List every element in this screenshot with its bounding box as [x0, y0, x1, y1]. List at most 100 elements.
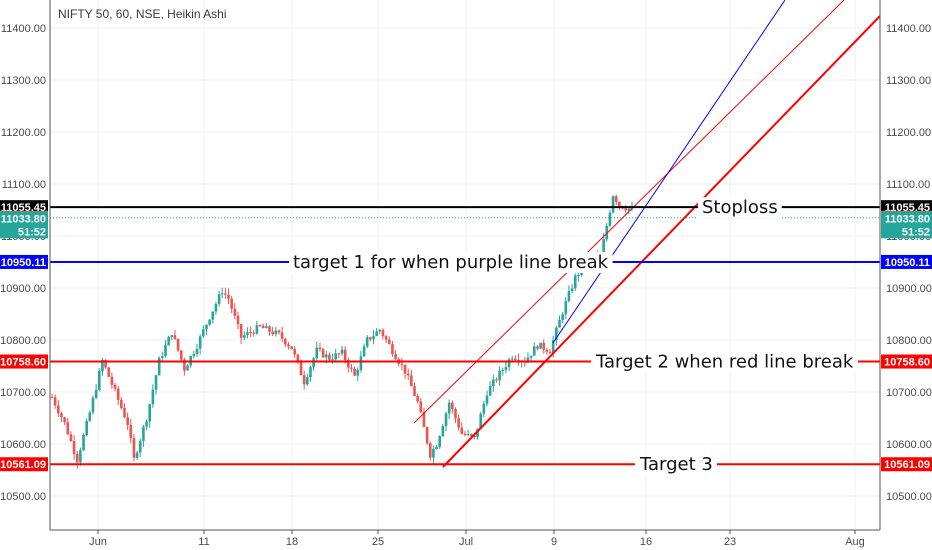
price-badge: [881, 200, 932, 215]
candle-body: [451, 402, 454, 409]
candle-body: [614, 196, 618, 203]
price-badge-label: 10950.11: [885, 257, 930, 269]
candle-body: [611, 196, 615, 213]
candle-body: [334, 353, 337, 360]
price-badge: [0, 254, 48, 269]
candle-body: [394, 354, 397, 360]
candle-body: [479, 413, 482, 429]
y-axis-left: 11400.0011300.0011200.0011100.0011000.00…: [0, 23, 46, 503]
price-badge-label: 10950.11: [1, 257, 46, 269]
candle-body: [302, 375, 306, 385]
y-tick-label: 10700.00: [886, 387, 932, 399]
y-tick-label: 10800.00: [886, 335, 932, 347]
candle-body: [476, 428, 479, 437]
candle-body: [205, 324, 208, 330]
candle-body: [113, 384, 117, 389]
candle-body: [425, 427, 429, 444]
candle-body: [148, 404, 152, 422]
candle-body: [441, 426, 445, 437]
candle-body: [387, 339, 391, 345]
candle-body: [246, 332, 249, 336]
candle-body: [555, 327, 558, 341]
candle-body: [63, 417, 66, 423]
candle-body: [296, 354, 300, 362]
candle-body: [224, 293, 227, 295]
candle-body: [362, 346, 366, 357]
candle-body: [164, 345, 167, 357]
candle-body: [573, 275, 577, 289]
annotation-background: [289, 251, 613, 273]
y-tick-label: 11200.00: [886, 127, 931, 139]
candle-body: [161, 356, 164, 358]
candle-body: [391, 344, 394, 355]
y-tick-label: 10800.00: [0, 335, 46, 347]
red-channel-lower-line: [442, 15, 881, 468]
candle-body: [432, 448, 435, 458]
candle-body: [526, 357, 530, 363]
candle-body: [369, 337, 372, 340]
candle-body: [176, 338, 180, 351]
candle-body: [233, 308, 237, 316]
candle-body: [94, 389, 98, 398]
candle-body: [135, 452, 139, 458]
price-badge: [881, 254, 932, 269]
candle-body: [318, 347, 322, 350]
price-badge: [881, 354, 932, 369]
candle-body: [422, 412, 426, 428]
candle-body: [482, 403, 486, 414]
candle-body: [447, 402, 451, 414]
candle-body: [463, 433, 467, 435]
y-axis-right: 11400.0011300.0011200.0011100.0011000.00…: [886, 23, 932, 503]
candle-body: [104, 360, 107, 368]
candle-body: [564, 301, 568, 315]
candle-body: [138, 440, 142, 453]
candle-body: [384, 336, 388, 340]
x-tick-label: 23: [724, 536, 736, 548]
candle-body: [110, 376, 114, 385]
price-badge: [881, 211, 932, 226]
candle-body: [359, 356, 363, 370]
level-annotation: target 1 for when purple line break: [293, 252, 609, 273]
candle-body: [321, 349, 325, 358]
trend-lines: [413, 0, 881, 468]
candle-body: [217, 294, 221, 305]
candle-body: [504, 367, 508, 370]
candle-body: [438, 436, 442, 447]
price-badge-label: 10561.09: [0, 459, 46, 471]
candle-body: [88, 412, 92, 421]
candle-body: [514, 358, 517, 360]
candle-body: [120, 399, 123, 408]
candle-body: [85, 420, 88, 435]
candle-body: [435, 446, 438, 449]
candle-body: [529, 355, 533, 358]
candle-body: [173, 335, 177, 339]
candle-body: [265, 326, 268, 329]
candle-body: [186, 365, 189, 371]
candle-body: [406, 373, 410, 376]
x-tick-label: Jun: [89, 536, 107, 548]
candle-body: [129, 424, 133, 438]
candle-body: [608, 212, 612, 226]
candle-body: [202, 329, 205, 337]
price-badge-label: 10758.60: [884, 357, 930, 369]
x-tick-label: 9: [551, 536, 557, 548]
candle-body: [532, 346, 536, 356]
candle-body: [60, 413, 63, 418]
candle-body: [53, 397, 57, 406]
candle-body: [510, 358, 514, 360]
candle-body: [290, 346, 293, 350]
candle-body: [495, 379, 498, 381]
candle-body: [485, 395, 489, 404]
candle-body: [198, 336, 202, 349]
price-badges-right: 11055.4511035.0511033.8051:5210950.11107…: [881, 200, 932, 472]
candle-body: [306, 377, 309, 385]
y-tick-label: 10900.00: [886, 283, 932, 295]
candle-body: [312, 358, 315, 368]
candle-body: [211, 311, 215, 320]
candle-body: [473, 435, 476, 437]
level-annotation: Target 2 when red line break: [595, 352, 854, 373]
candle-body: [492, 379, 495, 386]
candle-body: [343, 349, 347, 361]
price-badge: [881, 224, 932, 239]
